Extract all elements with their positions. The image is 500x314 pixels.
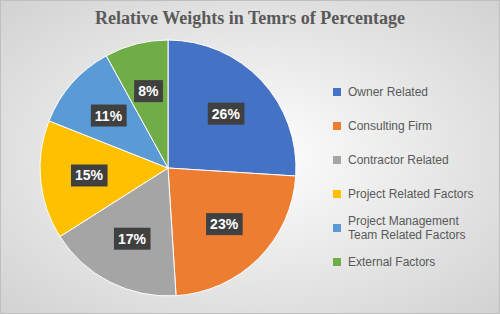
- legend-swatch: [333, 224, 341, 232]
- legend-item: External Factors: [333, 255, 435, 269]
- data-label-box: [134, 80, 163, 102]
- legend: Owner Related Consulting Firm Contractor R…: [333, 85, 473, 269]
- pie: [40, 40, 296, 296]
- data-label-box: [71, 164, 108, 186]
- data-label: 23%: [210, 216, 239, 232]
- legend-label: External Factors: [348, 255, 435, 269]
- legend-swatch: [333, 122, 341, 130]
- legend-item: Consulting Firm: [333, 119, 432, 133]
- legend-label: Project ManagementTeam Related Factors: [348, 214, 465, 242]
- slice: [168, 168, 296, 296]
- data-labels: 26% 23% 17% 15% 11% 8%: [71, 80, 244, 250]
- data-label-box: [206, 213, 243, 235]
- legend-label: Owner Related: [348, 85, 428, 99]
- data-label-box: [91, 105, 127, 127]
- legend-swatch: [333, 156, 341, 164]
- data-label: 26%: [212, 106, 241, 122]
- data-label: 8%: [138, 83, 159, 99]
- legend-label: Consulting Firm: [348, 119, 432, 133]
- data-label-box: [114, 228, 151, 250]
- legend-label: Project Related Factors: [348, 187, 473, 201]
- legend-swatch: [333, 258, 341, 266]
- legend-item: Project ManagementTeam Related Factors: [333, 214, 465, 242]
- legend-label: Contractor Related: [348, 153, 449, 167]
- data-label: 15%: [75, 167, 104, 183]
- background: [1, 1, 500, 314]
- legend-swatch: [333, 88, 341, 96]
- chart: Relative Weights in Temrs of Percentage 2…: [0, 0, 500, 314]
- slice: [106, 40, 168, 168]
- data-label: 17%: [118, 231, 147, 247]
- data-label: 11%: [95, 108, 123, 124]
- legend-swatch: [333, 190, 341, 198]
- title: Relative Weights in Temrs of Percentage: [95, 8, 405, 28]
- legend-item: Project Related Factors: [333, 187, 473, 201]
- legend-item: Contractor Related: [333, 153, 449, 167]
- slice: [168, 40, 296, 176]
- legend-item: Owner Related: [333, 85, 428, 99]
- data-label-box: [208, 103, 245, 125]
